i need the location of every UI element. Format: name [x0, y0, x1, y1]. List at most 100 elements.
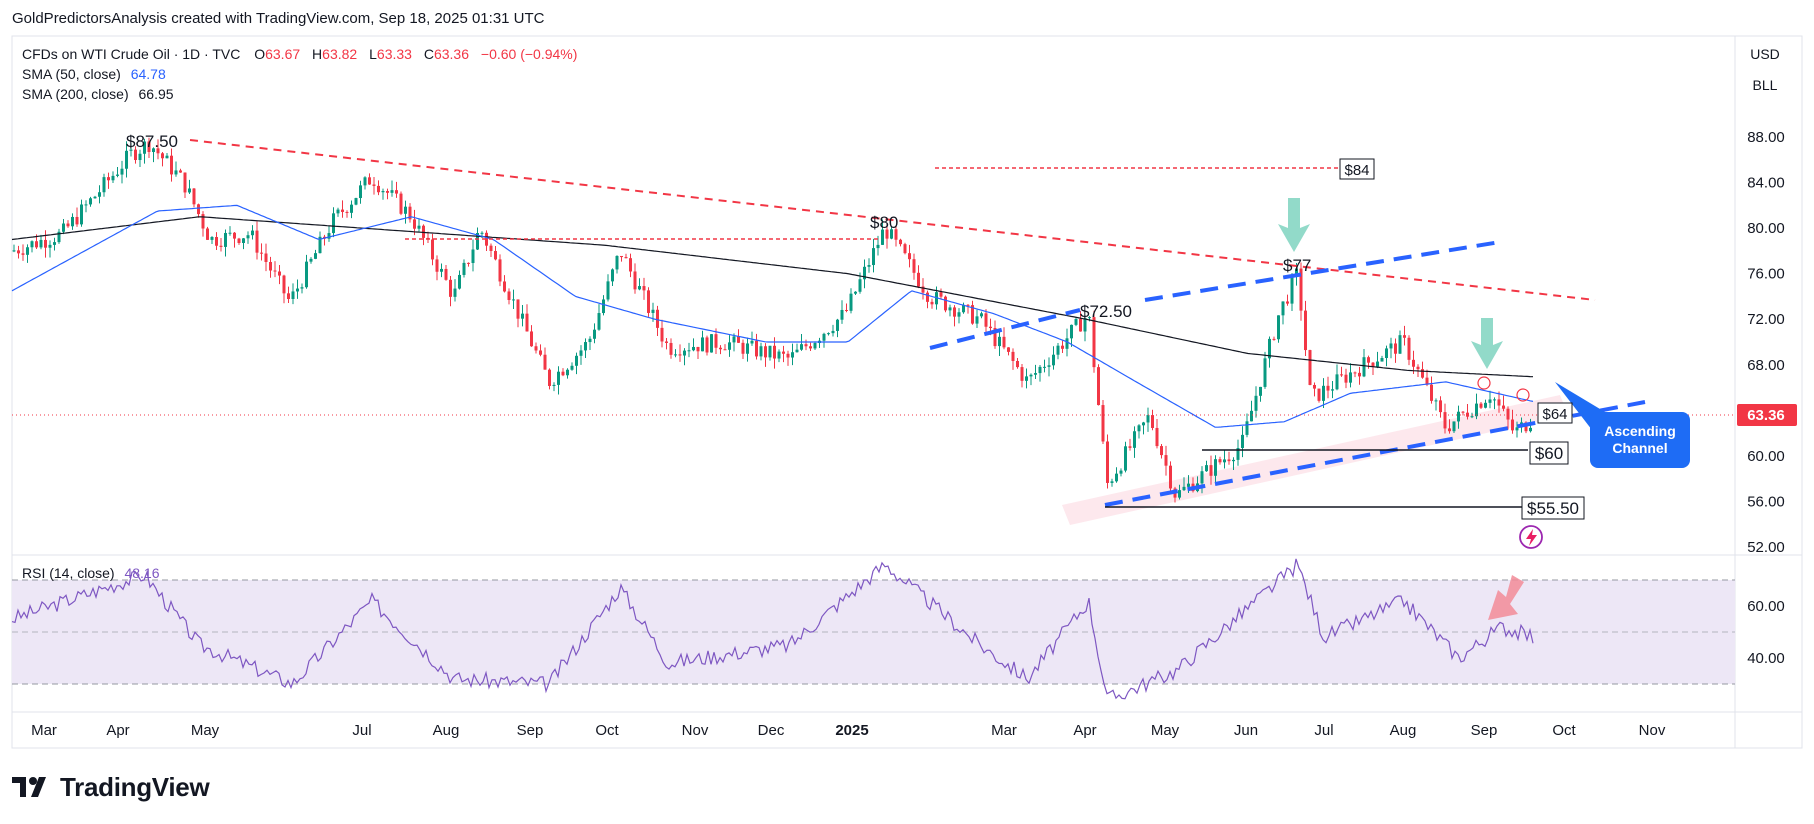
candle-body-165 [755, 340, 758, 357]
candle-body-37 [179, 170, 182, 173]
candle-body-97 [449, 279, 452, 297]
candle-body-73 [341, 209, 344, 212]
candle-body-252 [1146, 415, 1150, 423]
candle-body-106 [489, 245, 493, 251]
candle-body-206 [939, 292, 943, 297]
candle-body-79 [368, 177, 371, 185]
candle-body-3 [26, 247, 29, 255]
candle-body-172 [786, 353, 790, 358]
candle-body-181 [827, 333, 830, 335]
arrow-green-2-icon [1471, 318, 1503, 369]
legend-sma50[interactable]: SMA (50, close) 64.78 [22, 66, 166, 82]
candle-body-145 [665, 341, 668, 343]
price-axis[interactable]: 88.0084.0080.0076.0072.0068.0064.0060.00… [1747, 129, 1785, 556]
rsi-tick-0: 60.00 [1747, 598, 1785, 615]
time-label-11: Apr [1073, 722, 1096, 739]
candle-body-102 [471, 249, 475, 264]
candle-body-101 [467, 262, 470, 264]
candle-body-1 [17, 250, 20, 254]
candle-body-164 [750, 340, 754, 344]
candle-body-276 [1254, 395, 1258, 411]
candle-body-21 [107, 177, 110, 181]
time-label-12: May [1151, 722, 1180, 739]
callout-box [1590, 412, 1690, 468]
candle-body-292 [1326, 385, 1330, 391]
annotation-high-3: $72.50 [1080, 302, 1132, 321]
legend-rsi[interactable]: RSI (14, close) 48.16 [22, 565, 160, 581]
candle-body-283 [1286, 301, 1289, 304]
unit-button[interactable]: BLL [1753, 77, 1778, 93]
candle-body-15 [80, 204, 83, 225]
candle-body-336 [1524, 422, 1528, 432]
sma50-line [11, 204, 1534, 428]
candle-body-67 [314, 253, 317, 259]
candle-body-42 [201, 214, 205, 229]
tradingview-logo-icon [12, 777, 46, 797]
candle-body-249 [1133, 431, 1136, 448]
candle-body-201 [917, 272, 920, 287]
candle-body-161 [737, 336, 740, 343]
candle-body-237 [1079, 319, 1082, 332]
candle-body-229 [1043, 366, 1046, 368]
candle-body-184 [840, 309, 844, 320]
candle-body-65 [305, 261, 308, 288]
candle-body-242 [1101, 405, 1105, 442]
candle-body-86 [399, 193, 403, 214]
tradingview-logo[interactable]: TradingView [12, 770, 210, 804]
candle-body-52 [246, 235, 250, 239]
candle-body-322 [1461, 411, 1465, 413]
candle-body-254 [1155, 427, 1159, 447]
candle-body-153 [701, 337, 704, 352]
candle-body-193 [881, 229, 884, 245]
candle-body-314 [1425, 377, 1429, 385]
candle-body-166 [759, 346, 763, 357]
time-label-13: Jun [1234, 722, 1258, 739]
arrow-green-1-icon [1278, 198, 1310, 252]
time-axis[interactable]: Mar Apr May Jul Aug Sep Oct Nov Dec 2025 Mar Apr May… [31, 722, 1666, 739]
candle-body-317 [1439, 400, 1442, 413]
lightning-icon[interactable] [1519, 525, 1543, 549]
candle-body-326 [1479, 403, 1483, 408]
candle-body-313 [1421, 369, 1424, 378]
candle-body-27 [134, 149, 137, 161]
candle-body-29 [143, 141, 146, 154]
legend-sma200[interactable]: SMA (200, close) 66.95 [22, 86, 174, 102]
candle-body-270 [1227, 459, 1231, 462]
candle-body-117 [539, 350, 542, 355]
candle-body-315 [1430, 384, 1433, 401]
legend-symbol[interactable]: CFDs on WTI Crude Oil · 1D · TVC O63.67 … [22, 46, 577, 62]
candle-body-77 [359, 185, 362, 199]
price-tick-7: 60.00 [1747, 448, 1785, 465]
candle-body-162 [741, 342, 745, 354]
rsi-axis[interactable]: 60.00 40.00 [1747, 598, 1785, 667]
candle-body-320 [1452, 421, 1456, 432]
time-label-5: Sep [517, 722, 544, 739]
candle-body-190 [867, 265, 871, 267]
candle-body-325 [1475, 403, 1478, 417]
candle-body-11 [62, 223, 65, 232]
time-label-4: Aug [433, 722, 460, 739]
candle-body-295 [1340, 374, 1343, 376]
candle-body-316 [1434, 400, 1438, 402]
candle-body-12 [66, 223, 70, 227]
box-64-label: $64 [1542, 406, 1567, 423]
candle-body-125 [575, 355, 578, 366]
candle-body-98 [453, 288, 457, 297]
candle-body-70 [327, 233, 331, 239]
candle-body-111 [512, 299, 515, 301]
candle-body-188 [858, 279, 862, 292]
callout-line-2: Channel [1612, 440, 1667, 456]
box-84-label: $84 [1344, 162, 1369, 179]
candle-body-136 [624, 257, 628, 259]
candle-body-332 [1506, 408, 1510, 420]
candle-body-33 [161, 153, 164, 159]
currency-button[interactable]: USD [1750, 46, 1780, 62]
candle-body-139 [638, 286, 641, 290]
candle-body-324 [1470, 416, 1474, 418]
candle-body-215 [980, 313, 983, 317]
candle-body-134 [615, 255, 619, 270]
candle-body-303 [1376, 361, 1379, 367]
candle-body-185 [845, 309, 848, 311]
candle-body-31 [152, 148, 155, 153]
